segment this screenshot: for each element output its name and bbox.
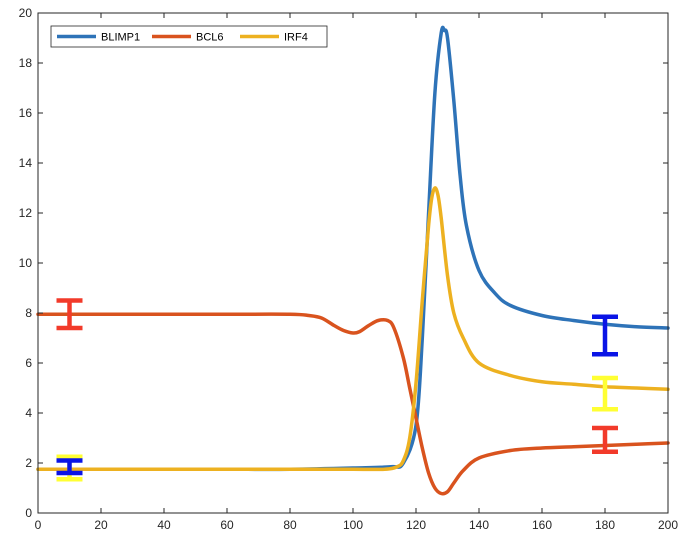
legend-label-blimp1: BLIMP1 [101,32,140,44]
y-tick-label: 10 [19,256,33,270]
plot-area-frame [37,12,669,514]
y-tick-label: 14 [19,156,33,170]
x-tick-label: 160 [532,518,552,532]
y-tick-label: 0 [25,506,32,520]
errorbar-layer [56,298,618,482]
x-tick-label: 200 [658,518,678,532]
error-bar [56,458,83,476]
y-tick-label: 6 [25,356,32,370]
x-tick-label: 100 [343,518,363,532]
x-tick-label: 80 [283,518,297,532]
error-bar [592,314,618,357]
error-bar [592,375,618,412]
y-tick-label: 4 [25,406,32,420]
y-tick-label: 8 [25,306,32,320]
y-tick-label: 12 [19,206,33,220]
y-tick-label: 2 [25,456,32,470]
error-bar [56,298,83,331]
series-line-irf4 [36,186,670,472]
series-line-blimp1 [36,25,670,472]
legend-label-bcl6: BCL6 [196,32,224,44]
x-tick-label: 180 [595,518,615,532]
y-tick-label: 16 [19,106,33,120]
x-tick-label: 60 [220,518,234,532]
y-tick-label: 18 [19,56,33,70]
y-tick-label: 20 [19,6,33,20]
legend: BLIMP1 BCL6 IRF4 [50,25,328,48]
error-bar [592,425,618,454]
series-line-bcl6 [36,312,670,496]
legend-label-irf4: IRF4 [284,32,308,44]
axis-layer: 0 20 40 60 80 100 120 140 160 180 200 0 2 4 6 8 10 12 14 16… [19,6,679,532]
x-tick-label: 140 [469,518,489,532]
x-tick-label: 120 [406,518,426,532]
series-layer [36,25,670,496]
x-tick-label: 40 [157,518,171,532]
x-tick-label: 0 [35,518,42,532]
x-tick-label: 20 [94,518,108,532]
